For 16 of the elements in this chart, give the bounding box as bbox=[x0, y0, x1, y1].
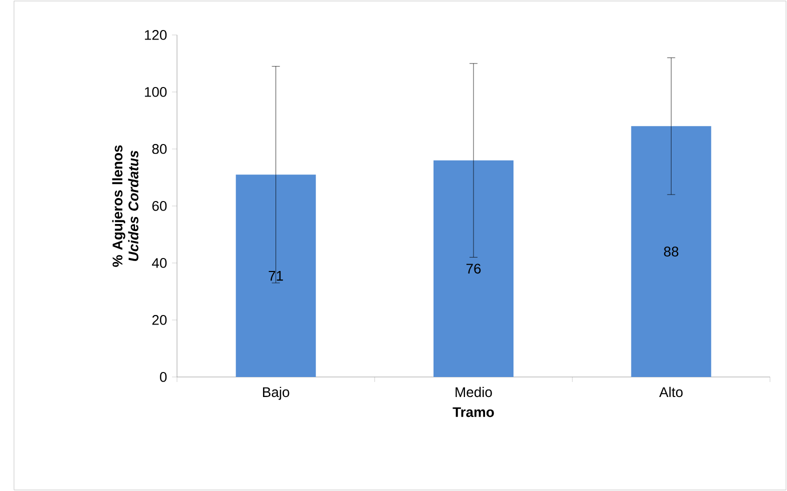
data-label: 88 bbox=[664, 246, 678, 257]
bar bbox=[631, 126, 712, 377]
y-tick-label: 20 bbox=[152, 315, 167, 325]
y-tick-label: 100 bbox=[144, 87, 167, 97]
y-tick-label: 120 bbox=[144, 30, 167, 40]
data-label: 76 bbox=[466, 264, 481, 274]
y-tick-label: 80 bbox=[152, 144, 167, 154]
x-tick-label: Alto bbox=[659, 386, 683, 398]
x-tick-label: Bajo bbox=[263, 386, 290, 400]
x-tick-label: Medio bbox=[456, 386, 492, 398]
y-axis-title: % Agujeros llenos Ucides Cordatus bbox=[112, 145, 138, 267]
x-axis-title: Tramo bbox=[452, 407, 494, 418]
y-tick-label: 40 bbox=[152, 258, 167, 268]
y-tick-label: 60 bbox=[152, 201, 167, 211]
bar bbox=[434, 160, 514, 377]
y-tick-label: 0 bbox=[160, 372, 167, 382]
